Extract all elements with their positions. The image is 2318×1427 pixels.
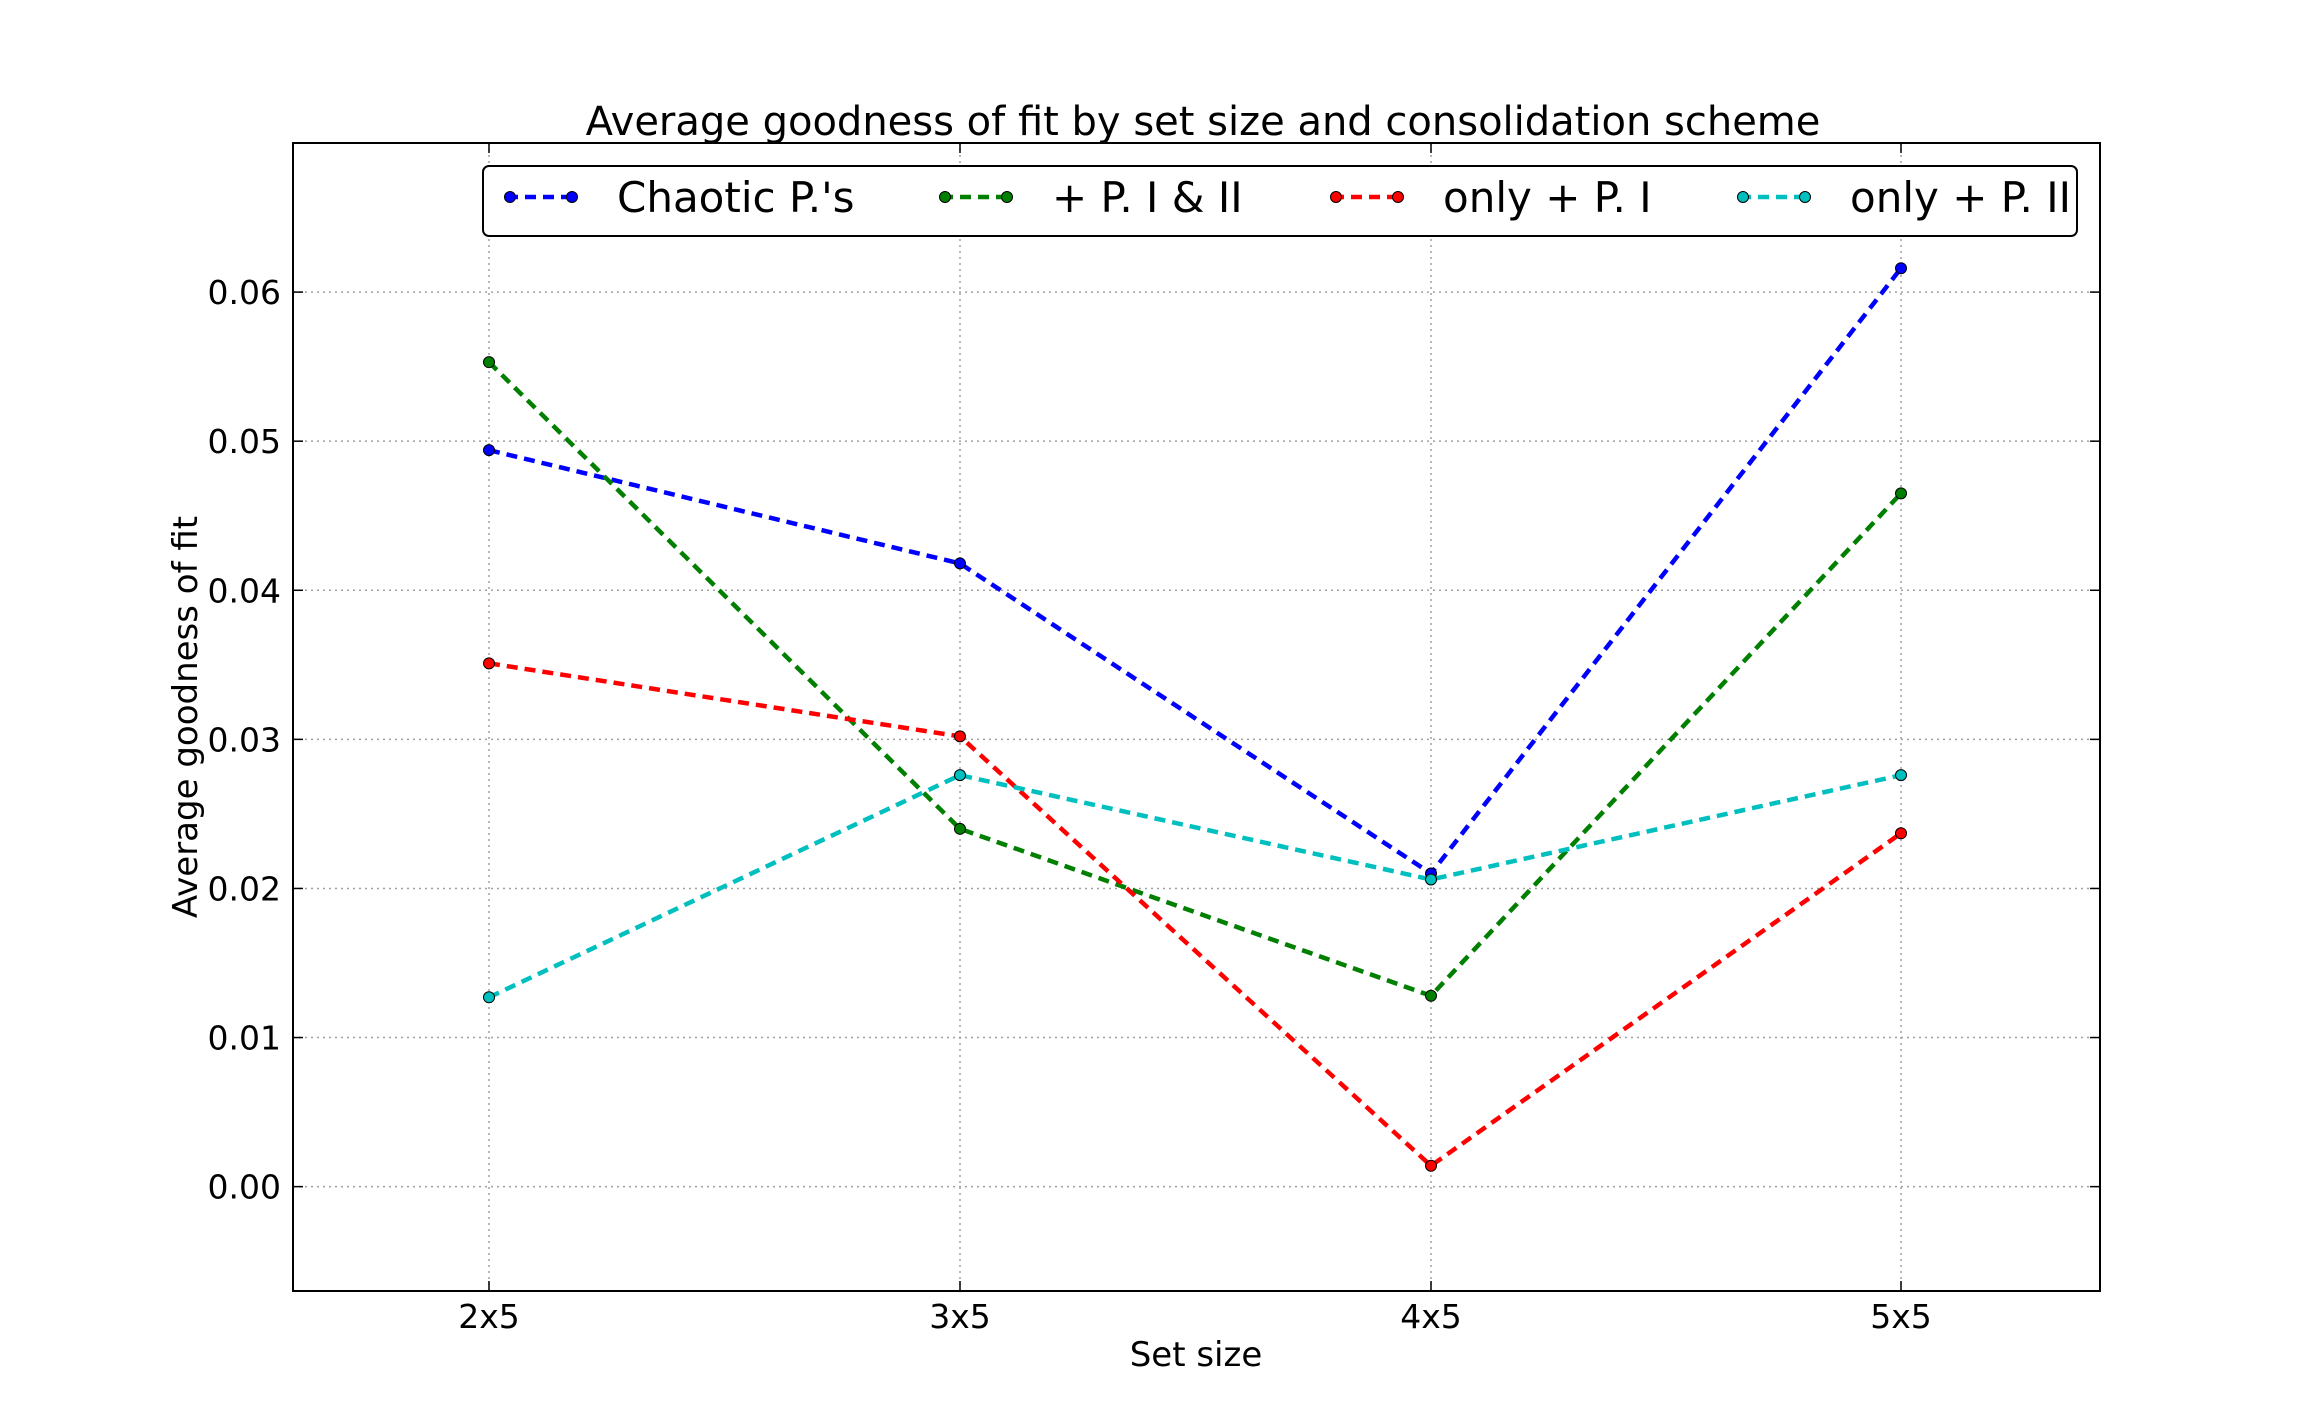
series-4-point [483,991,495,1004]
y-tick-label: 0.00 [208,1168,281,1207]
grid [293,143,2100,1291]
legend-item-2-marker [1001,191,1013,203]
legend-box [482,165,2078,237]
series-2-line [487,360,1903,999]
x-tick-label: 4x5 [1400,1297,1462,1336]
legend-item-4-marker [1737,191,1749,203]
series-4-point [1895,769,1907,782]
y-tick-label: 0.03 [208,720,281,759]
legend-item-2-marker [939,191,951,203]
series-2-point [1425,989,1437,1002]
legend-item-2-label: + P. I & II [1052,173,1243,222]
legend-item-4-label: only + P. II [1850,173,2071,222]
y-tick-label: 0.01 [208,1019,281,1058]
legend-item-1-marker [504,191,516,203]
y-tick-label: 0.02 [208,869,281,908]
series-4-line [488,772,1902,1000]
series-1-point [483,444,495,457]
series-group [483,262,1907,1172]
series-2-point [1895,487,1907,500]
legend-item-1-label: Chaotic P.'s [617,173,855,222]
chart-title: Average goodness of fit by set size and … [586,99,1821,145]
x-tick-label: 5x5 [1870,1297,1932,1336]
plot-area [292,142,2101,1292]
legend-item-3-marker [1392,191,1404,203]
series-3-point [1425,1159,1437,1172]
ticks: 0.00 0.01 0.02 0.03 0.04 0.05 0.06 2x5 3x5 4x5 5x5 [208,143,2100,1336]
series-1-line [488,266,1903,877]
series-4-point [1425,873,1437,886]
legend-item-4-marker [1799,191,1811,203]
series-2-point [954,822,966,835]
series-3-point [1895,827,1907,840]
series-3-point [954,730,966,743]
x-tick-label: 2x5 [458,1297,520,1336]
y-tick-label: 0.06 [208,273,281,312]
legend: Chaotic P.'s + P. I & II only + P. I only +… [482,165,2078,237]
y-tick-label: 0.05 [208,422,281,461]
legend-item-3-marker [1330,191,1342,203]
y-axis-label: Average goodness of fit [166,516,206,918]
series-2-point [483,356,495,369]
y-tick-label: 0.04 [208,571,281,610]
series-1-point [1895,262,1907,275]
series-4-point [954,769,966,782]
legend-item-1-marker [566,191,578,203]
x-tick-label: 3x5 [929,1297,991,1336]
legend-item-3-label: only + P. I [1443,173,1652,222]
series-3-line [488,661,1903,1169]
x-axis-label: Set size [1130,1335,1263,1375]
series-3-point [483,657,495,670]
series-1-point [954,557,966,570]
